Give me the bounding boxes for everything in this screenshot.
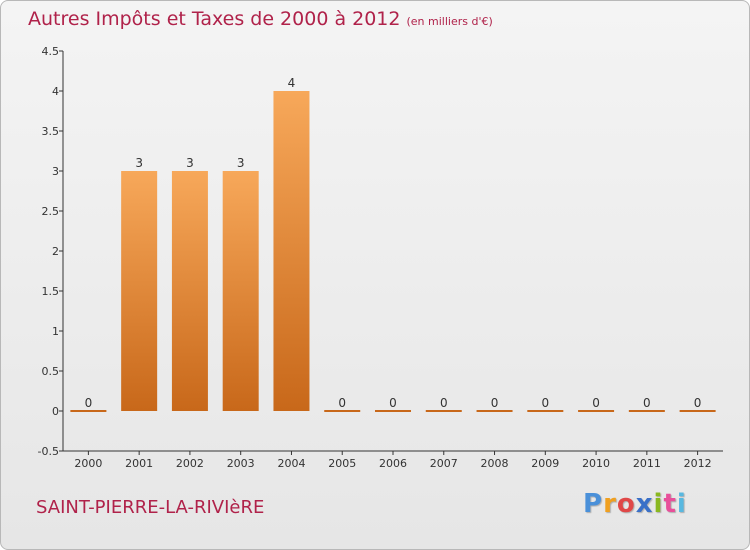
y-tick-label: 2.5 — [42, 205, 60, 218]
data-label: 0 — [694, 396, 702, 410]
bar — [578, 410, 615, 412]
logo-letter: r — [603, 489, 617, 519]
y-tick-label: 1.5 — [42, 285, 60, 298]
chart-title: Autres Impôts et Taxes de 2000 à 2012 (en… — [28, 8, 493, 30]
x-tick-label: 2000 — [74, 457, 102, 470]
y-tick-label: 4.5 — [42, 45, 60, 58]
data-labels: 0 3 3 3 4 0 0 0 0 0 0 0 0 — [85, 76, 702, 410]
bar — [679, 410, 716, 412]
logo-letter: o — [616, 489, 636, 519]
commune-name: SAINT-PIERRE-LA-RIVIèRE — [36, 497, 265, 518]
bar — [527, 410, 564, 412]
data-label: 0 — [440, 396, 448, 410]
data-label: 0 — [338, 396, 346, 410]
data-label: 0 — [643, 396, 651, 410]
proxiti-logo: Proxiti — [583, 489, 687, 519]
bar — [121, 171, 158, 411]
chart-subtitle: (en milliers d'€) — [406, 15, 493, 28]
chart-title-text: Autres Impôts et Taxes de 2000 à 2012 — [28, 8, 401, 30]
bar — [70, 410, 107, 412]
data-label: 3 — [237, 156, 245, 170]
logo-letter: i — [653, 489, 664, 519]
data-label: 0 — [85, 396, 93, 410]
data-label: 0 — [592, 396, 600, 410]
logo-letter: t — [663, 489, 677, 519]
logo-letter: P — [583, 489, 604, 519]
logo-letter: x — [635, 489, 654, 519]
y-tick-label: 2 — [52, 245, 59, 258]
x-tick-label: 2008 — [481, 457, 509, 470]
bar — [273, 91, 310, 411]
x-axis: 2000 2001 2002 2003 2004 2005 2006 2007 2008 2009… — [63, 450, 723, 470]
y-tick-label: -0.5 — [38, 445, 59, 458]
x-tick-label: 2012 — [684, 457, 712, 470]
x-tick-label: 2007 — [430, 457, 458, 470]
x-tick-label: 2001 — [125, 457, 153, 470]
x-tick-label: 2004 — [277, 457, 305, 470]
x-tick-label: 2003 — [227, 457, 255, 470]
bar — [375, 410, 411, 412]
data-label: 0 — [389, 396, 397, 410]
bar — [324, 410, 361, 412]
y-tick-label: 3.5 — [42, 125, 60, 138]
y-tick-label: 1 — [52, 325, 59, 338]
data-label: 0 — [541, 396, 549, 410]
logo-letter: i — [676, 489, 687, 519]
x-tick-label: 2002 — [176, 457, 204, 470]
y-tick-label: 4 — [52, 85, 59, 98]
x-tick-label: 2010 — [582, 457, 610, 470]
data-label: 3 — [186, 156, 194, 170]
y-tick-label: 3 — [52, 165, 59, 178]
bar — [222, 171, 259, 411]
bar — [476, 410, 513, 412]
x-tick-label: 2005 — [328, 457, 356, 470]
x-tick-label: 2011 — [633, 457, 661, 470]
bar — [171, 171, 208, 411]
y-tick-label: 0 — [52, 405, 59, 418]
data-label: 0 — [491, 396, 499, 410]
bar — [628, 410, 665, 412]
bars — [70, 91, 716, 412]
y-axis: -0.5 0 0.5 1 1.5 2 2.5 3 3.5 4 4.5 — [38, 45, 64, 458]
bar — [425, 410, 462, 412]
x-tick-label: 2006 — [379, 457, 407, 470]
data-label: 3 — [135, 156, 143, 170]
data-label: 4 — [288, 76, 296, 90]
y-tick-label: 0.5 — [42, 365, 60, 378]
x-tick-label: 2009 — [531, 457, 559, 470]
